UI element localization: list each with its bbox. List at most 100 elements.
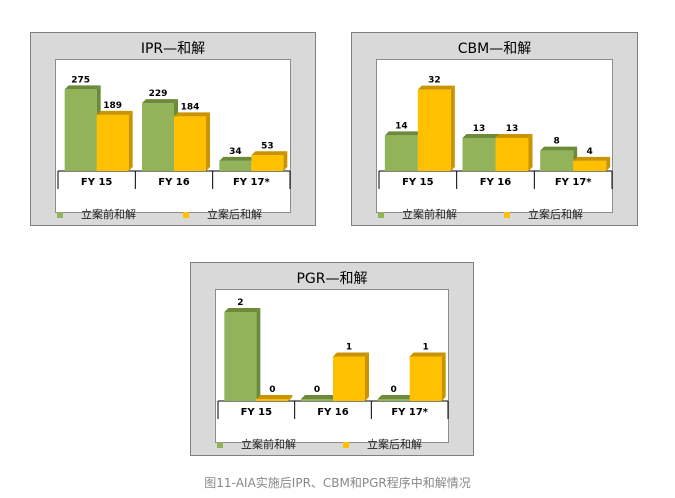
data-label: 0 (314, 385, 320, 395)
bar-side-face (288, 395, 293, 401)
legend-label: 立案前和解 (402, 208, 457, 221)
plot-area: 275 189 FY 15 229 184 FY 16 34 53 FY 17* (55, 59, 291, 213)
chart-title: IPR—和解 (140, 41, 206, 57)
bar (301, 399, 333, 401)
data-label: 34 (229, 147, 242, 157)
bar (417, 89, 451, 171)
x-tick-label: FY 17* (391, 407, 428, 418)
bar-side-face (128, 110, 133, 171)
data-label: 4 (587, 147, 593, 157)
bar-side-face (441, 352, 446, 401)
bar-top-face (417, 85, 455, 90)
data-label: 184 (181, 102, 200, 112)
legend-item-series-2: 立案后和解 (504, 206, 583, 222)
data-label: 2 (237, 298, 243, 308)
plot-area: 2 0 FY 15 0 1 FY 16 0 1 FY 17* (215, 289, 449, 443)
bar-top-face (174, 112, 210, 117)
x-tick-label: FY 16 (480, 177, 512, 188)
legend-swatch-yellow (504, 212, 510, 218)
data-label: 275 (71, 75, 90, 85)
data-label: 0 (269, 385, 275, 395)
bar (409, 356, 442, 401)
bar (224, 312, 257, 401)
bar (384, 135, 418, 171)
data-label: 189 (103, 101, 122, 111)
data-label: 8 (554, 137, 560, 147)
legend-label: 立案前和解 (81, 208, 136, 221)
legend: 立案前和解 立案后和解 (217, 436, 457, 452)
legend-label: 立案后和解 (367, 438, 422, 451)
chart-panel-pgr: PGR—和解 2 0 FY 15 0 1 FY 16 0 1 FY 17* 立案前和解 立案后和… (190, 262, 474, 456)
bar (174, 116, 206, 171)
legend-item-series-1: 立案前和解 (217, 436, 296, 452)
bar-top-face (142, 99, 178, 104)
bar-top-face (256, 395, 293, 399)
legend-item-series-2: 立案后和解 (343, 436, 422, 452)
bar-top-face (301, 395, 337, 399)
legend-item-series-1: 立案前和解 (57, 206, 136, 222)
figure-caption: 图11-AIA实施后IPR、CBM和PGR程序中和解情况 (204, 476, 471, 490)
legend-swatch-green (217, 442, 223, 448)
bar-side-face (528, 133, 533, 171)
data-label: 0 (391, 385, 397, 395)
bar-top-face (251, 151, 288, 156)
bar-top-face (573, 156, 611, 161)
bar-chart-ipr: 275 189 FY 15 229 184 FY 16 34 53 FY 17* (57, 75, 291, 189)
bar (256, 399, 289, 401)
x-tick-label: FY 16 (317, 407, 349, 418)
chart-panel-cbm: CBM—和解 14 32 FY 15 13 13 FY 16 8 4 FY 17* 立案前和解 … (351, 32, 638, 226)
chart-title: PGR—和解 (296, 271, 368, 287)
data-label: 13 (473, 124, 486, 134)
data-label: 229 (149, 89, 168, 99)
data-label: 53 (261, 141, 274, 151)
bar (377, 399, 410, 401)
bar (573, 160, 607, 171)
bar (251, 155, 284, 171)
legend-item-series-2: 立案后和解 (183, 206, 262, 222)
data-label: 32 (428, 76, 441, 86)
bar-top-face (384, 131, 422, 136)
chart-panel-ipr: IPR—和解 275 189 FY 15 229 184 FY 16 34 53 FY 17* … (30, 32, 316, 226)
plot-area: 14 32 FY 15 13 13 FY 16 8 4 FY 17* (376, 59, 613, 213)
bar-side-face (606, 156, 611, 171)
bar (540, 150, 574, 171)
data-label: 13 (506, 124, 519, 134)
data-label: 14 (395, 121, 408, 131)
x-tick-label: FY 17* (555, 177, 592, 188)
bar (96, 114, 129, 171)
x-tick-label: FY 15 (81, 177, 113, 188)
x-tick-label: FY 15 (402, 177, 434, 188)
bar-top-face (462, 133, 500, 138)
bar-top-face (333, 352, 369, 357)
bar-side-face (206, 112, 210, 171)
bar-top-face (224, 308, 261, 312)
legend-swatch-green (57, 212, 63, 218)
data-label: 1 (423, 343, 429, 353)
legend-swatch-yellow (183, 212, 189, 218)
bar-top-face (495, 133, 533, 138)
bar (333, 356, 365, 401)
x-tick-label: FY 15 (241, 407, 273, 418)
bar-side-face (450, 85, 455, 171)
bar-top-face (409, 352, 446, 357)
x-tick-label: FY 16 (158, 177, 190, 188)
bar-top-face (377, 395, 414, 399)
bar-side-face (365, 352, 369, 401)
bar-chart-cbm: 14 32 FY 15 13 13 FY 16 8 4 FY 17* (378, 76, 613, 189)
bar (462, 137, 496, 171)
legend-label: 立案后和解 (528, 208, 583, 221)
bar (495, 137, 529, 171)
x-tick-label: FY 17* (233, 177, 270, 188)
legend-swatch-yellow (343, 442, 349, 448)
legend-label: 立案后和解 (207, 208, 262, 221)
bar (219, 160, 252, 171)
legend: 立案前和解 立案后和解 (57, 206, 297, 222)
bar-side-face (256, 308, 261, 401)
legend-swatch-green (378, 212, 384, 218)
bar-top-face (96, 110, 133, 115)
data-label: 1 (346, 343, 352, 353)
bar-side-face (283, 151, 288, 171)
legend: 立案前和解 立案后和解 (378, 206, 618, 222)
bar-top-face (540, 146, 578, 151)
legend-item-series-1: 立案前和解 (378, 206, 457, 222)
